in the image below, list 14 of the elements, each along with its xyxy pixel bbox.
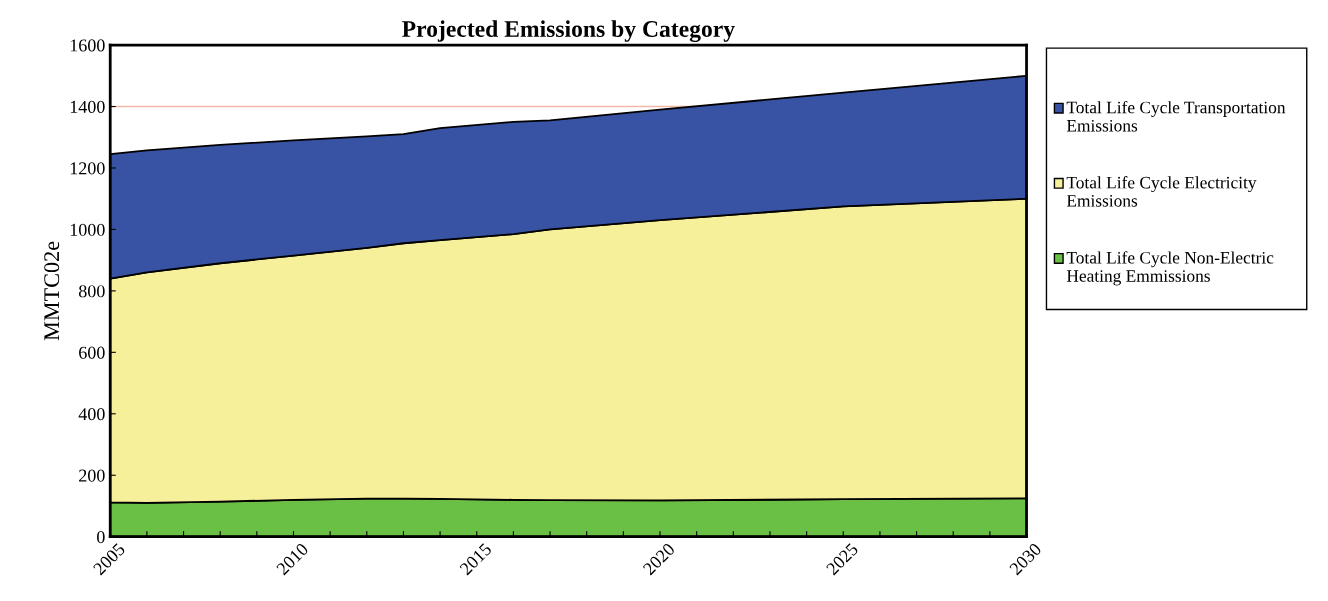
legend-label: Total Life Cycle Transportation Emissions bbox=[1066, 100, 1286, 132]
y-axis-title: MMTC02e bbox=[44, 241, 60, 341]
y-tick-label: 1200 bbox=[70, 162, 105, 175]
chart-title: Projected Emissions by Category bbox=[402, 20, 735, 42]
legend-label: Total Life Cycle Non-Electric Heating Emmissions bbox=[1066, 251, 1274, 286]
y-tick-label: 1000 bbox=[70, 223, 105, 236]
legend-label: Total Life Cycle Electricity Emissions bbox=[1066, 176, 1257, 207]
y-tick-label: 1400 bbox=[70, 100, 105, 113]
y-tick-label: 400 bbox=[78, 408, 105, 421]
y-tick-label: 1600 bbox=[70, 39, 105, 52]
y-tick-label: 200 bbox=[79, 469, 105, 482]
y-tick-label: 600 bbox=[79, 346, 105, 359]
y-tick-label: 0 bbox=[97, 530, 105, 544]
y-tick-label: 800 bbox=[78, 285, 105, 298]
